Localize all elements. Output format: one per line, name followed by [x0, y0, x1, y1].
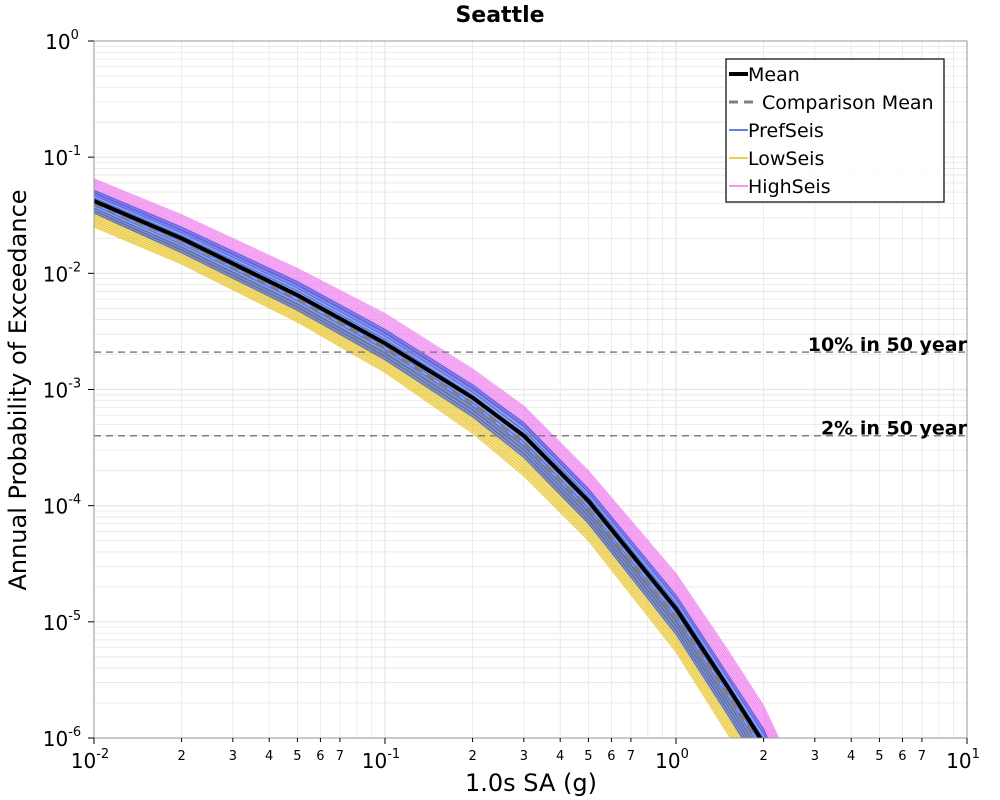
strand-prefseis — [94, 210, 746, 738]
x-minor-tick-label: 2 — [177, 749, 185, 764]
strand-prefseis — [94, 212, 743, 738]
reference-labels: 10% in 50 year 2% in 50 year — [808, 334, 968, 440]
legend-label: PrefSeis — [748, 120, 824, 142]
strand-prefseis — [94, 197, 761, 738]
strand-highseis — [94, 180, 778, 738]
strand-lowseis — [94, 212, 748, 738]
x-minor-tick-label: 2 — [759, 749, 767, 764]
x-minor-tick-label: 4 — [265, 749, 273, 764]
y-tick-label: 10-6 — [43, 725, 81, 751]
series-lines — [94, 199, 763, 738]
legend-label: HighSeis — [748, 176, 831, 198]
strand-lowseis — [94, 218, 741, 738]
strand-highseis — [94, 183, 775, 738]
chart-title: Seattle — [455, 3, 544, 28]
x-minor-tick-label: 3 — [811, 749, 819, 764]
strand-lowseis — [94, 222, 736, 738]
x-minor-tick-label: 7 — [918, 749, 926, 764]
x-minor-tick-label: 6 — [898, 749, 906, 764]
strand-prefseis — [94, 199, 758, 738]
reference-label: 2% in 50 year — [821, 418, 968, 440]
legend-label: Comparison Mean — [762, 92, 934, 114]
mean-line — [94, 199, 763, 738]
x-minor-tick-label: 2 — [468, 749, 476, 764]
x-axis-label: 1.0s SA (g) — [465, 769, 597, 797]
strand-lowseis — [94, 226, 731, 738]
x-minor-tick-label: 3 — [520, 749, 528, 764]
x-minor-tick-label: 4 — [847, 749, 855, 764]
comparison-mean-line — [94, 202, 758, 738]
y-axis-ticks: 100 10-1 10-2 10-3 10-4 10-5 10-6 — [43, 28, 94, 751]
x-minor-tick-label: 6 — [607, 749, 615, 764]
x-tick-label: 100 — [655, 747, 689, 773]
reference-label: 10% in 50 year — [808, 334, 968, 356]
legend-label: LowSeis — [748, 148, 824, 170]
strand-highseis — [94, 178, 780, 738]
y-tick-label: 10-3 — [43, 377, 81, 403]
x-minor-tick-label: 6 — [316, 749, 324, 764]
y-tick-label: 10-1 — [43, 144, 81, 170]
x-minor-tick-label: 5 — [584, 749, 592, 764]
strand-highseis — [94, 181, 777, 738]
strand-highseis — [94, 192, 768, 738]
strand-prefseis — [94, 189, 769, 738]
legend: Mean Comparison Mean PrefSeis LowSeis HighSe… — [725, 58, 945, 203]
y-tick-label: 10-2 — [43, 260, 81, 286]
legend-label: Mean — [748, 64, 800, 86]
strand-highseis — [94, 188, 771, 738]
x-minor-tick-label: 3 — [229, 749, 237, 764]
strand-lowseis — [94, 220, 739, 738]
x-tick-label: 10-2 — [71, 747, 109, 773]
strand-highseis — [94, 193, 767, 738]
x-minor-tick-label: 7 — [627, 749, 635, 764]
y-tick-label: 10-4 — [43, 493, 81, 519]
y-tick-label: 10-5 — [43, 609, 81, 635]
strand-prefseis — [94, 207, 749, 738]
reference-lines — [94, 351, 967, 437]
band-prefseis — [94, 190, 768, 738]
strand-prefseis — [94, 194, 764, 738]
strand-highseis — [94, 186, 772, 738]
strand-lowseis — [94, 214, 746, 738]
strand-lowseis — [94, 216, 744, 738]
legend-box — [725, 58, 945, 203]
series-bands — [94, 178, 780, 738]
strand-lowseis — [94, 224, 734, 738]
x-tick-label: 101 — [946, 747, 980, 773]
band-lowseis — [94, 208, 753, 738]
y-axis-label: Annual Probability of Exceedance — [4, 189, 32, 590]
strand-highseis — [94, 190, 770, 738]
x-minor-tick-label: 7 — [336, 749, 344, 764]
x-minor-tick-label: 4 — [556, 749, 564, 764]
strand-highseis — [94, 185, 774, 738]
strand-prefseis — [94, 192, 767, 738]
strand-lowseis — [94, 208, 753, 738]
x-minor-tick-label: 5 — [293, 749, 301, 764]
y-tick-label: 100 — [45, 28, 79, 54]
x-tick-label: 10-1 — [362, 747, 400, 773]
x-minor-tick-label: 5 — [875, 749, 883, 764]
strand-prefseis — [94, 205, 752, 738]
